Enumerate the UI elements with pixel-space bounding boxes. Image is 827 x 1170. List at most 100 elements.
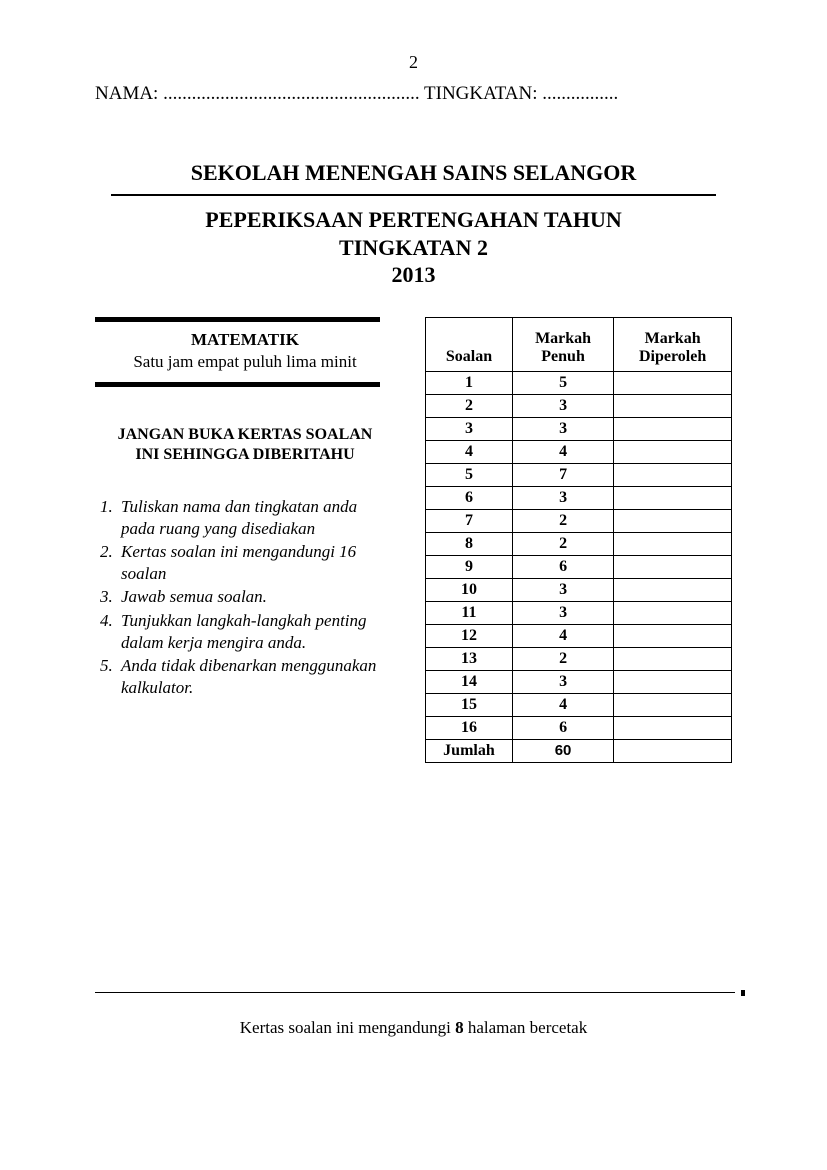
cell-full-marks: 3 xyxy=(512,578,613,601)
table-row: 33 xyxy=(426,417,732,440)
header-soalan: Soalan xyxy=(426,317,513,371)
cell-question: 16 xyxy=(426,716,513,739)
table-row: 96 xyxy=(426,555,732,578)
cell-question: 9 xyxy=(426,555,513,578)
table-row: 23 xyxy=(426,394,732,417)
table-row: 57 xyxy=(426,463,732,486)
cell-full-marks: 6 xyxy=(512,716,613,739)
footer-post: halaman bercetak xyxy=(464,1018,588,1037)
cell-obtained-marks xyxy=(614,555,732,578)
cell-obtained-marks xyxy=(614,578,732,601)
cell-full-marks: 3 xyxy=(512,394,613,417)
cell-obtained-marks xyxy=(614,486,732,509)
cell-question: 5 xyxy=(426,463,513,486)
cell-question: 13 xyxy=(426,647,513,670)
cell-obtained-marks xyxy=(614,647,732,670)
subject-name: MATEMATIK xyxy=(95,330,395,350)
cell-obtained-marks xyxy=(614,601,732,624)
cell-obtained-marks xyxy=(614,417,732,440)
table-row: 15 xyxy=(426,371,732,394)
warning-line2: INI SEHINGGA DIBERITAHU xyxy=(95,445,395,466)
cell-full-marks: 4 xyxy=(512,440,613,463)
duration-text: Satu jam empat puluh lima minit xyxy=(95,352,395,372)
cell-obtained-marks xyxy=(614,532,732,555)
cell-question: 4 xyxy=(426,440,513,463)
table-row: 72 xyxy=(426,509,732,532)
cell-total-value: 60 xyxy=(512,739,613,762)
school-name: SEKOLAH MENENGAH SAINS SELANGOR xyxy=(95,160,732,186)
cell-question: 3 xyxy=(426,417,513,440)
cell-full-marks: 4 xyxy=(512,693,613,716)
warning-line1: JANGAN BUKA KERTAS SOALAN xyxy=(95,425,395,446)
cell-obtained-marks xyxy=(614,440,732,463)
divider-under-school xyxy=(111,194,716,196)
footer-bold: 8 xyxy=(455,1018,464,1037)
bottom-bar xyxy=(95,382,380,387)
cell-full-marks: 6 xyxy=(512,555,613,578)
cell-question: 8 xyxy=(426,532,513,555)
exam-title-line2: TINGKATAN 2 xyxy=(95,234,732,262)
table-row: 44 xyxy=(426,440,732,463)
table-row: 63 xyxy=(426,486,732,509)
cell-question: 15 xyxy=(426,693,513,716)
table-row: 124 xyxy=(426,624,732,647)
cell-obtained-marks xyxy=(614,463,732,486)
cell-full-marks: 5 xyxy=(512,371,613,394)
instruction-item: Jawab semua soalan. xyxy=(117,586,395,608)
name-label: NAMA: ..................................… xyxy=(95,83,420,104)
table-row: 166 xyxy=(426,716,732,739)
cell-full-marks: 2 xyxy=(512,509,613,532)
cell-obtained-marks xyxy=(614,693,732,716)
table-row-total: Jumlah60 xyxy=(426,739,732,762)
instruction-item: Anda tidak dibenarkan menggunakan kalkul… xyxy=(117,655,395,699)
footer-divider xyxy=(95,990,745,993)
cell-obtained-marks xyxy=(614,716,732,739)
footer-text: Kertas soalan ini mengandungi 8 halaman … xyxy=(0,1018,827,1038)
cell-obtained-marks xyxy=(614,624,732,647)
cell-full-marks: 2 xyxy=(512,532,613,555)
cell-question: 12 xyxy=(426,624,513,647)
exam-title-line3: 2013 xyxy=(95,261,732,289)
cell-full-marks: 3 xyxy=(512,417,613,440)
cell-question: 2 xyxy=(426,394,513,417)
cell-full-marks: 3 xyxy=(512,601,613,624)
instruction-item: Tuliskan nama dan tingkatan anda pada ru… xyxy=(117,496,395,540)
right-column: Soalan MarkahPenuh MarkahDiperoleh 15233… xyxy=(425,317,732,763)
footer-hr xyxy=(95,992,735,993)
table-row: 132 xyxy=(426,647,732,670)
tingkatan-label: TINGKATAN: ................ xyxy=(424,83,618,104)
table-row: 82 xyxy=(426,532,732,555)
cell-question: 1 xyxy=(426,371,513,394)
table-row: 113 xyxy=(426,601,732,624)
cell-total-obtained xyxy=(614,739,732,762)
cell-obtained-marks xyxy=(614,371,732,394)
header-markah-diperoleh: MarkahDiperoleh xyxy=(614,317,732,371)
name-fields-row: NAMA: ..................................… xyxy=(95,83,732,105)
left-column: MATEMATIK Satu jam empat puluh lima mini… xyxy=(95,317,395,700)
cell-obtained-marks xyxy=(614,394,732,417)
marks-table-body: 152333445763728296103113124132143154166J… xyxy=(426,371,732,762)
cell-obtained-marks xyxy=(614,670,732,693)
cell-obtained-marks xyxy=(614,509,732,532)
cell-full-marks: 3 xyxy=(512,486,613,509)
cell-question: 6 xyxy=(426,486,513,509)
cell-question: 10 xyxy=(426,578,513,601)
exam-title-line1: PEPERIKSAAN PERTENGAHAN TAHUN xyxy=(95,206,732,234)
instruction-item: Kertas soalan ini mengandungi 16 soalan xyxy=(117,541,395,585)
footer-pre: Kertas soalan ini mengandungi xyxy=(240,1018,455,1037)
footer-dot xyxy=(741,990,745,996)
cell-total-label: Jumlah xyxy=(426,739,513,762)
table-row: 154 xyxy=(426,693,732,716)
page-number: 2 xyxy=(95,52,732,73)
table-row: 103 xyxy=(426,578,732,601)
cell-full-marks: 7 xyxy=(512,463,613,486)
cell-full-marks: 2 xyxy=(512,647,613,670)
cell-full-marks: 4 xyxy=(512,624,613,647)
marks-table: Soalan MarkahPenuh MarkahDiperoleh 15233… xyxy=(425,317,732,763)
warning-text: JANGAN BUKA KERTAS SOALAN INI SEHINGGA D… xyxy=(95,425,395,467)
table-row: 143 xyxy=(426,670,732,693)
exam-title: PEPERIKSAAN PERTENGAHAN TAHUN TINGKATAN … xyxy=(95,206,732,289)
cell-question: 7 xyxy=(426,509,513,532)
top-bar xyxy=(95,317,380,322)
instructions-list: Tuliskan nama dan tingkatan anda pada ru… xyxy=(95,496,395,699)
